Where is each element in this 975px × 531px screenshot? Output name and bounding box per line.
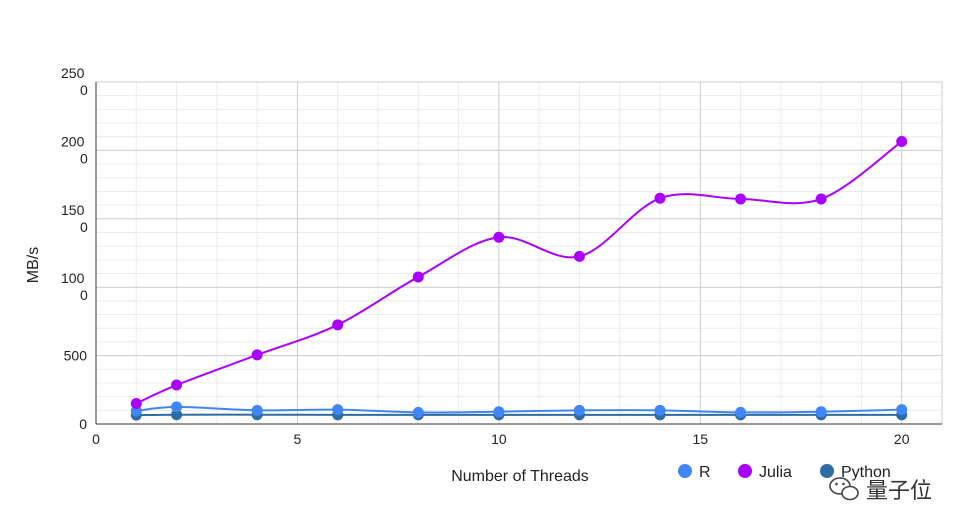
- watermark-text: 量子位: [866, 479, 932, 504]
- data-point-r: [130, 405, 142, 417]
- data-point-r: [654, 404, 666, 416]
- data-point-julia: [896, 136, 908, 148]
- data-point-julia: [412, 271, 424, 283]
- data-series: [130, 136, 908, 421]
- data-point-r: [735, 406, 747, 418]
- y-tick-label: 250: [61, 65, 85, 81]
- data-point-r: [251, 404, 263, 416]
- legend: R Julia Python: [678, 464, 891, 481]
- legend-marker-r: [678, 464, 692, 478]
- y-tick-label: 0: [79, 416, 87, 432]
- legend-marker-python: [820, 464, 834, 478]
- y-tick-label-wrap: 0: [80, 82, 88, 98]
- y-tick-label: 100: [61, 270, 85, 286]
- x-tick-label: 5: [294, 431, 302, 447]
- watermark: 量子位: [829, 477, 932, 504]
- series-r: [130, 401, 908, 418]
- data-point-julia: [815, 193, 827, 205]
- data-point-julia: [654, 192, 666, 204]
- x-tick-label: 10: [491, 431, 507, 447]
- series-julia: [130, 136, 908, 409]
- data-point-julia: [493, 231, 505, 243]
- legend-marker-julia: [738, 464, 752, 478]
- data-point-r: [412, 406, 424, 418]
- data-point-r: [896, 404, 908, 416]
- axes: [95, 82, 942, 425]
- series-line-julia: [135, 140, 903, 405]
- data-point-python: [171, 409, 183, 421]
- legend-item-julia: Julia: [738, 464, 792, 481]
- legend-label-r: R: [699, 464, 711, 481]
- legend-item-r: R: [678, 464, 711, 481]
- x-tick-label: 15: [692, 431, 708, 447]
- data-point-julia: [573, 250, 585, 262]
- data-point-julia: [735, 193, 747, 205]
- data-point-r: [493, 406, 505, 418]
- legend-label-julia: Julia: [759, 464, 792, 481]
- data-point-julia: [171, 379, 183, 391]
- y-axis-title: MB/s: [25, 247, 42, 283]
- data-point-julia: [130, 397, 142, 409]
- data-point-r: [332, 404, 344, 416]
- data-point-r: [573, 404, 585, 416]
- data-point-r: [815, 406, 827, 418]
- data-point-r: [171, 401, 183, 413]
- series-line-r: [136, 405, 902, 414]
- wechat-icon: [829, 477, 859, 501]
- x-tick-label: 0: [92, 431, 100, 447]
- y-tick-label-wrap: 0: [80, 287, 88, 303]
- y-tick-label-wrap: 0: [80, 150, 88, 166]
- y-tick-label: 150: [61, 202, 85, 218]
- gridlines: [96, 81, 943, 424]
- legend-item-python: Python: [820, 464, 891, 481]
- y-tick-label: 500: [64, 348, 88, 364]
- x-axis-title: Number of Threads: [451, 468, 589, 485]
- x-tick-label: 20: [894, 431, 910, 447]
- data-point-julia: [251, 349, 263, 361]
- y-tick-label-wrap: 0: [80, 219, 88, 235]
- legend-label-python: Python: [841, 464, 891, 481]
- data-point-julia: [332, 319, 344, 331]
- y-tick-label: 200: [61, 133, 85, 149]
